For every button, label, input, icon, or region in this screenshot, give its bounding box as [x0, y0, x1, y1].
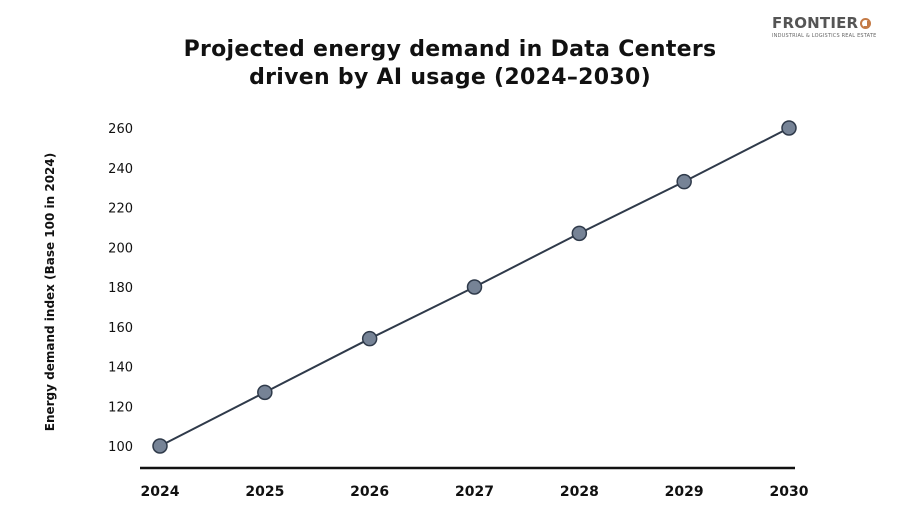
y-tick-label: 180 [108, 281, 133, 296]
x-tick-label: 2030 [770, 484, 809, 500]
y-axis-ticks: 100 120 140 160 180 200 220 240 260 [108, 122, 133, 455]
data-point [257, 384, 273, 401]
data-markers [152, 120, 797, 454]
y-tick-label: 200 [108, 241, 133, 256]
data-point [676, 173, 692, 190]
y-tick-label: 120 [108, 400, 133, 415]
logo-mark-icon [860, 17, 872, 29]
y-tick-label: 260 [108, 122, 133, 137]
y-tick-label: 220 [108, 202, 133, 217]
chart-title-line-1: Projected energy demand in Data Centers [183, 37, 717, 62]
data-point [781, 120, 797, 136]
data-point [361, 330, 378, 347]
x-tick-label: 2029 [665, 484, 704, 500]
x-tick-label: 2028 [560, 484, 599, 500]
y-axis-label: Energy demand index (Base 100 in 2024) [43, 153, 57, 431]
x-tick-label: 2024 [141, 484, 180, 500]
x-tick-label: 2025 [245, 484, 284, 500]
brand-logo: FRONTIER INDUSTRIAL & LOGISTICS REAL EST… [772, 14, 882, 39]
logo-wordmark: FRONTIER [772, 14, 882, 32]
logo-name: FRONTIER [772, 14, 859, 32]
x-axis-ticks: 2024 2025 2026 2027 2028 2029 2030 [141, 484, 809, 500]
y-tick-label: 160 [108, 321, 133, 336]
data-point [571, 225, 588, 242]
logo-tagline: INDUSTRIAL & LOGISTICS REAL ESTATE [772, 33, 877, 39]
y-tick-label: 140 [108, 361, 133, 376]
y-tick-label: 100 [108, 440, 133, 455]
data-point [152, 438, 168, 454]
data-point [466, 279, 483, 295]
y-tick-label: 240 [108, 162, 133, 177]
chart-title: Projected energy demand in Data Centers … [0, 36, 900, 92]
x-tick-label: 2026 [350, 484, 389, 500]
chart-title-line-2: driven by AI usage (2024–2030) [249, 65, 651, 90]
x-tick-label: 2027 [455, 484, 494, 500]
